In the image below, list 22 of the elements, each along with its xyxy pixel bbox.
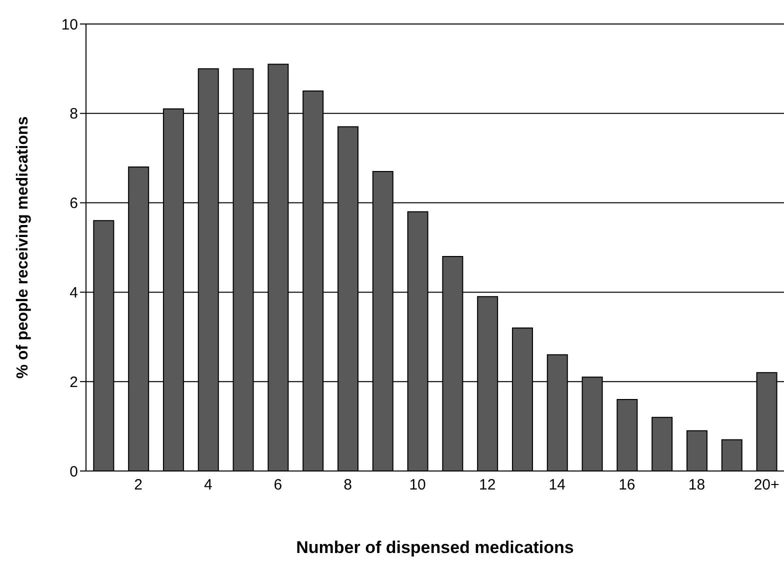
- x-tick-label: 16: [618, 476, 636, 494]
- x-tick-label: 2: [134, 476, 143, 494]
- y-tick-label: 2: [70, 374, 78, 391]
- x-tick-label: 18: [688, 476, 706, 494]
- y-tick-label: 0: [70, 463, 78, 480]
- x-tick-label: 6: [274, 476, 282, 494]
- bar: [686, 430, 708, 471]
- y-tick-label: 8: [70, 106, 78, 123]
- y-tick-label: 6: [70, 195, 78, 212]
- x-tick-label: 14: [548, 476, 566, 494]
- x-tick-label: 12: [479, 476, 496, 494]
- x-axis-title: Number of dispensed medications: [296, 538, 574, 558]
- y-tick-label: 4: [70, 284, 78, 302]
- x-tick-label: 10: [409, 476, 426, 494]
- x-tick-label: 20+: [754, 476, 780, 494]
- x-tick-label: 8: [344, 476, 352, 494]
- bar: [652, 416, 673, 471]
- x-tick-label: 4: [204, 476, 212, 494]
- y-axis-title: % of people receiving medications: [14, 116, 32, 379]
- bar: [616, 398, 638, 471]
- bar: [721, 439, 742, 471]
- y-tick-label: 10: [61, 16, 78, 34]
